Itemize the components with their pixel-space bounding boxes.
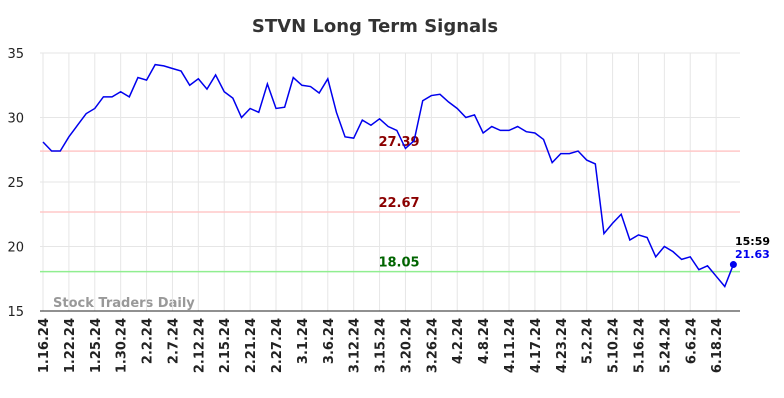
x-tick-label: 2.21.24 <box>244 318 259 373</box>
x-tick-label: 3.20.24 <box>399 318 414 373</box>
x-tick-label: 4.2.24 <box>451 318 466 364</box>
x-tick-label: 2.27.24 <box>270 318 285 373</box>
x-tick-label: 4.11.24 <box>503 318 518 373</box>
chart-title: STVN Long Term Signals <box>252 16 498 37</box>
signal-label: 27.39 <box>378 135 419 150</box>
x-tick-label: 3.6.24 <box>322 318 337 364</box>
x-tick-label: 3.15.24 <box>374 318 389 373</box>
y-tick-label: 35 <box>7 47 24 62</box>
x-tick-label: 2.15.24 <box>218 318 233 373</box>
x-tick-label: 1.16.24 <box>37 318 52 373</box>
x-tick-label: 3.12.24 <box>348 318 363 373</box>
signal-label: 22.67 <box>378 196 419 211</box>
x-tick-label: 2.7.24 <box>166 318 181 364</box>
x-tick-label: 4.8.24 <box>477 318 492 364</box>
x-tick-label: 3.1.24 <box>296 318 311 364</box>
x-tick-label: 4.17.24 <box>529 318 544 373</box>
price-line <box>42 63 735 288</box>
x-tick-label: 6.6.24 <box>684 318 699 364</box>
x-tick-label: 5.10.24 <box>607 318 622 373</box>
x-tick-label: 5.16.24 <box>632 318 647 373</box>
x-tick-label: 3.26.24 <box>425 318 440 373</box>
x-tick-label: 6.18.24 <box>710 318 725 373</box>
x-tick-label: 1.25.24 <box>89 318 104 373</box>
x-tick-label: 4.23.24 <box>555 318 570 373</box>
last-price: 21.63 <box>735 248 770 261</box>
x-tick-label: 5.2.24 <box>581 318 596 364</box>
x-tick-label: 1.30.24 <box>115 318 130 373</box>
last-point <box>729 261 737 269</box>
x-tick-label: 2.2.24 <box>141 318 156 364</box>
y-tick-label: 25 <box>7 176 24 191</box>
x-tick-label: 2.12.24 <box>192 318 207 373</box>
y-tick-label: 15 <box>7 305 24 320</box>
watermark: Stock Traders Daily <box>53 296 195 311</box>
signal-label: 18.05 <box>378 256 419 271</box>
last-time: 15:59 <box>735 235 770 248</box>
x-tick-label: 5.24.24 <box>658 318 673 373</box>
y-tick-label: 30 <box>7 112 24 127</box>
y-tick-label: 20 <box>7 241 24 256</box>
x-tick-label: 1.22.24 <box>63 318 78 373</box>
